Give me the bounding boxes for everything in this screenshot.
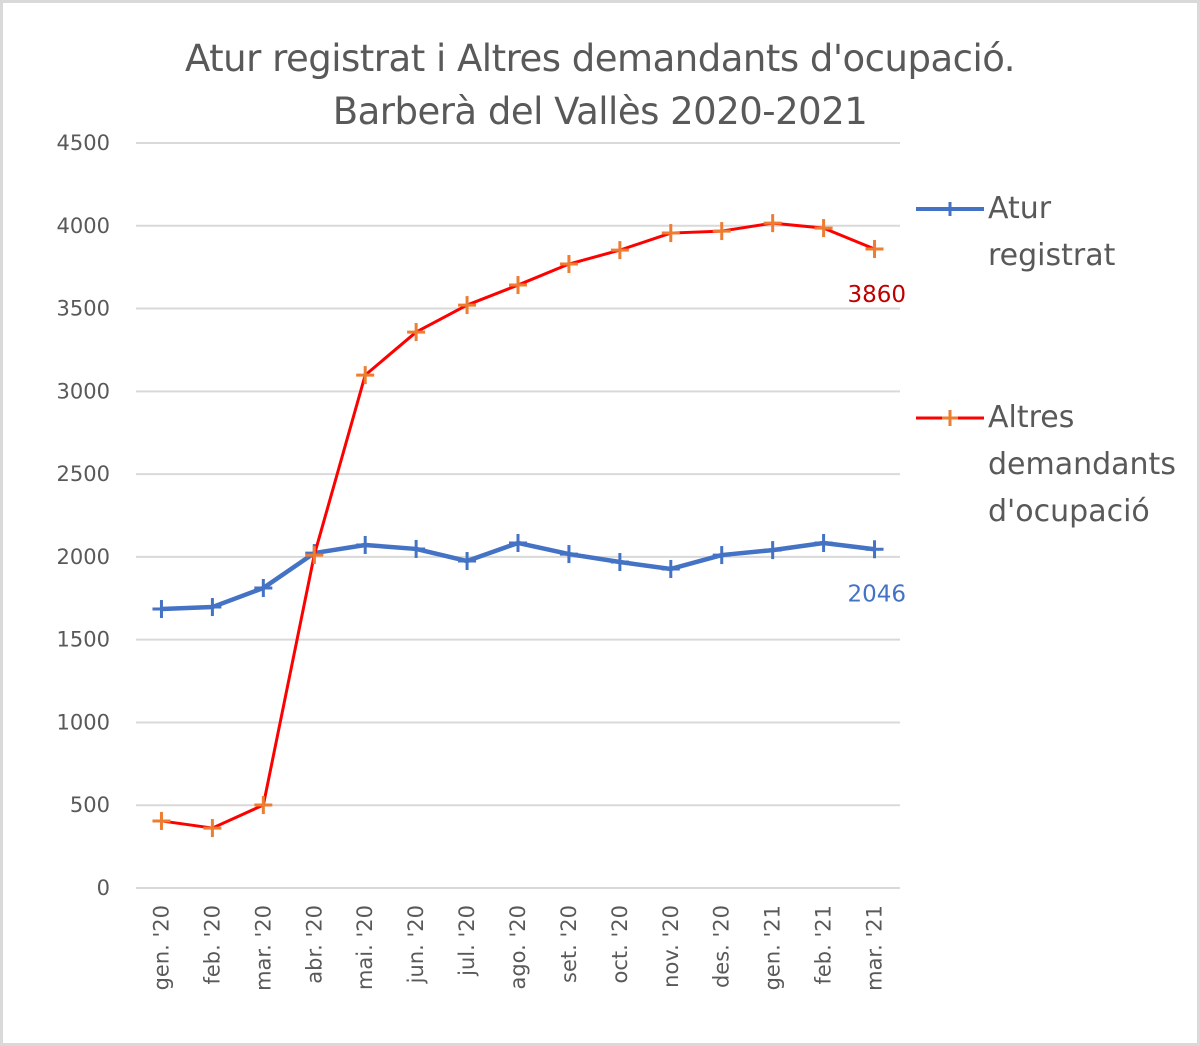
y-tick-label: 0: [97, 876, 110, 900]
legend-swatch-blue-line-icon: [914, 185, 984, 232]
chart-title-line-1: Atur registrat i Altres demandants d'ocu…: [185, 37, 1016, 80]
legend-label-line: demandants: [988, 447, 1176, 482]
legend-item-altres-demandants[interactable]: Altres demandants d'ocupació: [914, 394, 1176, 535]
legend-swatch-red-line-icon: [914, 394, 984, 441]
x-tick-label: oct. '20: [608, 905, 632, 983]
x-tick-label: mar. '20: [251, 905, 275, 991]
series-line-altres: [161, 221, 876, 830]
y-tick-label: 2000: [57, 545, 110, 569]
x-tick-label: set. '20: [557, 905, 581, 983]
y-tick-label: 1000: [57, 710, 110, 734]
x-tick-label: nov. '20: [659, 905, 683, 988]
x-tick-label: jul. '20: [455, 905, 479, 977]
y-tick-label: 2500: [57, 462, 110, 486]
x-tick-label: gen. '21: [761, 905, 785, 990]
legend-label-line: Atur: [988, 191, 1052, 226]
y-tick-label: 4000: [57, 214, 110, 238]
data-label: 3860: [847, 282, 906, 308]
y-tick-label: 4500: [57, 131, 110, 155]
x-tick-label: ago. '20: [506, 905, 530, 990]
legend-label-line: registrat: [988, 238, 1116, 273]
x-tick-label: feb. '21: [812, 905, 836, 985]
legend-item-atur-registrat[interactable]: Atur registrat: [914, 185, 1115, 279]
x-tick-label: mai. '20: [353, 905, 377, 990]
chart-title: Atur registrat i Altres demandants d'ocu…: [100, 32, 1100, 138]
x-tick-label: des. '20: [710, 905, 734, 988]
y-tick-label: 3500: [57, 297, 110, 321]
y-tick-label: 500: [70, 793, 110, 817]
x-tick-label: feb. '20: [200, 905, 224, 985]
y-tick-label: 3000: [57, 379, 110, 403]
x-tick-label: gen. '20: [149, 905, 173, 990]
series-line-atur: [161, 540, 875, 612]
chart-title-line-2: Barberà del Vallès 2020-2021: [332, 90, 868, 133]
x-tick-label: mar. '21: [863, 905, 887, 991]
legend-label-line: d'ocupació: [988, 494, 1150, 529]
x-tick-label: abr. '20: [302, 905, 326, 984]
data-label: 2046: [847, 581, 906, 607]
y-tick-label: 1500: [57, 628, 110, 652]
legend-label-line: Altres: [988, 400, 1075, 435]
x-tick-label: jun. '20: [404, 905, 428, 984]
